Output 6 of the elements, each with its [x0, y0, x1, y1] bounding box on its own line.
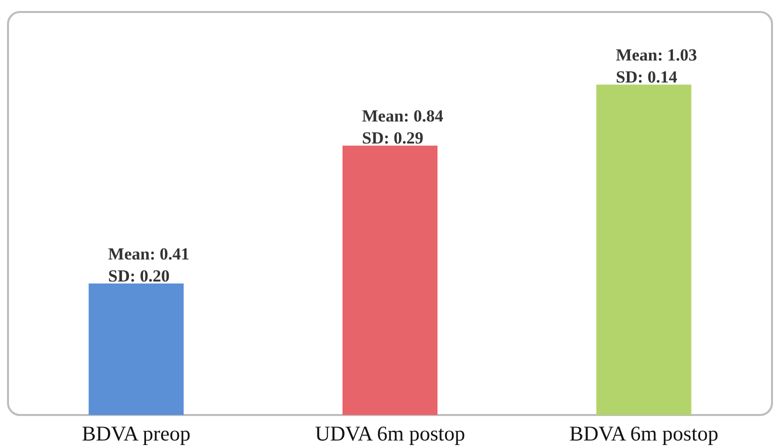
x-tick-label: BDVA preop	[82, 422, 191, 446]
data-label: Mean: 0.84 SD: 0.29	[362, 106, 444, 148]
x-tick-label: UDVA 6m postop	[314, 422, 466, 446]
data-label: Mean: 0.41 SD: 0.20	[108, 244, 190, 286]
x-tick-label: BDVA 6m postop	[569, 422, 718, 446]
data-label: Mean: 1.03 SD: 0.14	[616, 46, 698, 87]
